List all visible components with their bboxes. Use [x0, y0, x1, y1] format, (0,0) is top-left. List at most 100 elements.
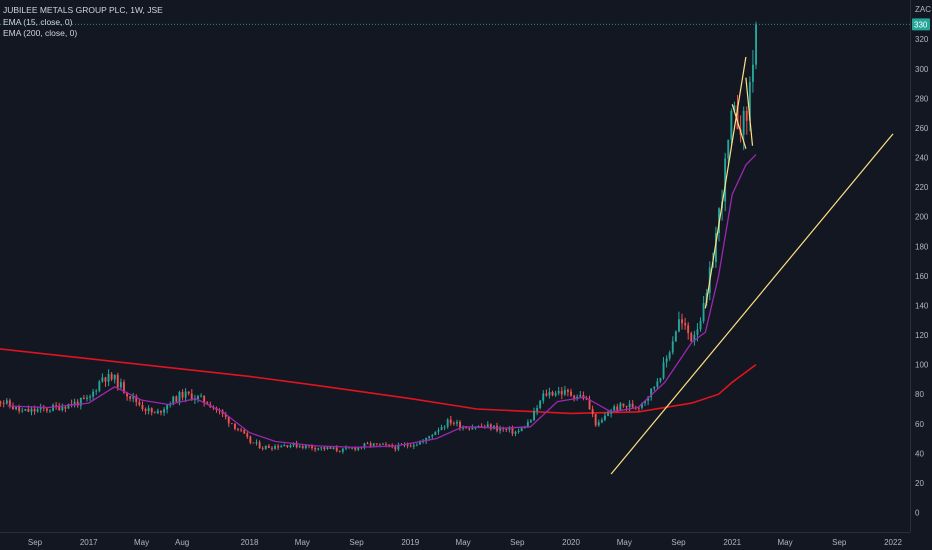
y-tick-label: 160 [915, 272, 929, 281]
y-tick-label: 280 [915, 94, 929, 103]
candle-down [295, 442, 298, 448]
candle-up [49, 410, 51, 412]
candle-down [594, 413, 597, 426]
candle-up [600, 420, 603, 423]
candle-up [443, 426, 446, 428]
candle-up [107, 373, 110, 382]
candle-up [755, 24, 757, 65]
candle-down [301, 446, 304, 448]
candle-down [468, 428, 471, 430]
candle-up [674, 331, 677, 342]
candle-down [409, 445, 412, 447]
candle-up [341, 448, 344, 452]
candle-up [255, 442, 258, 443]
candle-down [286, 445, 289, 447]
candle-up [172, 396, 175, 405]
candle-down [27, 409, 30, 412]
x-tick-label: 2022 [884, 538, 902, 547]
candle-down [459, 421, 461, 429]
candle-up [422, 441, 424, 443]
candle-down [190, 393, 193, 401]
x-tick-label: 2018 [241, 538, 259, 547]
candle-down [681, 319, 683, 324]
candle-up [607, 413, 609, 416]
trendline [731, 104, 747, 149]
candle-up [440, 427, 443, 430]
candle-down [311, 446, 313, 449]
candle-up [523, 427, 526, 429]
candle-up [156, 410, 159, 414]
candle-up [419, 442, 421, 445]
y-tick-label: 180 [915, 242, 929, 251]
x-tick-label: Sep [671, 538, 686, 547]
candle-up [557, 391, 560, 394]
candle-up [283, 445, 286, 447]
trendline [745, 77, 754, 146]
candle-up [5, 400, 8, 404]
candle-up [536, 408, 539, 412]
candle-down [375, 443, 378, 445]
candle-up [169, 404, 172, 406]
candle-up [73, 401, 76, 406]
candle-down [138, 402, 141, 405]
candle-down [18, 406, 21, 412]
candle-up [656, 381, 659, 387]
candle-down [394, 447, 397, 450]
candle-down [150, 408, 153, 413]
candle-up [39, 406, 42, 410]
ema15-line [7, 154, 757, 449]
candle-down [206, 402, 209, 405]
candle-up [597, 422, 600, 426]
candle-up [539, 400, 542, 408]
candle-up [113, 374, 116, 380]
candle-down [684, 323, 687, 326]
x-tick-label: May [778, 538, 793, 547]
candle-down [175, 396, 178, 402]
x-tick-label: Aug [175, 538, 189, 547]
candle-up [21, 410, 24, 412]
x-tick-label: May [134, 538, 149, 547]
candle-up [647, 397, 650, 401]
y-tick-label: 80 [915, 390, 924, 399]
candle-up [415, 444, 418, 446]
candle-down [116, 374, 119, 388]
candle-down [0, 402, 2, 403]
candle-up [650, 388, 653, 398]
currency-label: ZAC [915, 5, 931, 14]
candle-up [163, 409, 165, 413]
candle-up [274, 446, 276, 449]
candle-up [61, 407, 64, 411]
candle-up [579, 395, 582, 397]
candle-up [742, 110, 745, 135]
candle-down [449, 419, 452, 424]
candle-up [184, 391, 187, 398]
candle-down [622, 403, 625, 406]
candle-down [591, 409, 594, 414]
last-price-value: 330 [914, 20, 928, 29]
candle-down [277, 446, 280, 448]
candle-down [388, 444, 391, 446]
candle-up [357, 446, 360, 450]
candle-down [230, 423, 233, 425]
candle-down [560, 391, 563, 395]
candle-down [181, 392, 184, 398]
candle-down [82, 397, 85, 399]
candle-up [727, 139, 730, 159]
candle-down [329, 447, 332, 449]
candle-up [79, 397, 82, 406]
candle-down [511, 428, 514, 434]
x-tick-label: 2019 [401, 538, 419, 547]
candle-down [203, 395, 206, 403]
candle-down [366, 443, 369, 445]
x-tick-label: May [456, 538, 471, 547]
candle-up [752, 64, 754, 82]
candle-down [243, 430, 246, 434]
candle-up [671, 341, 674, 353]
candle-down [354, 447, 357, 450]
candle-up [178, 392, 181, 402]
candle-down [45, 408, 48, 411]
x-tick-label: 2017 [80, 538, 98, 547]
candle-up [345, 447, 347, 449]
x-tick-label: Sep [832, 538, 847, 547]
